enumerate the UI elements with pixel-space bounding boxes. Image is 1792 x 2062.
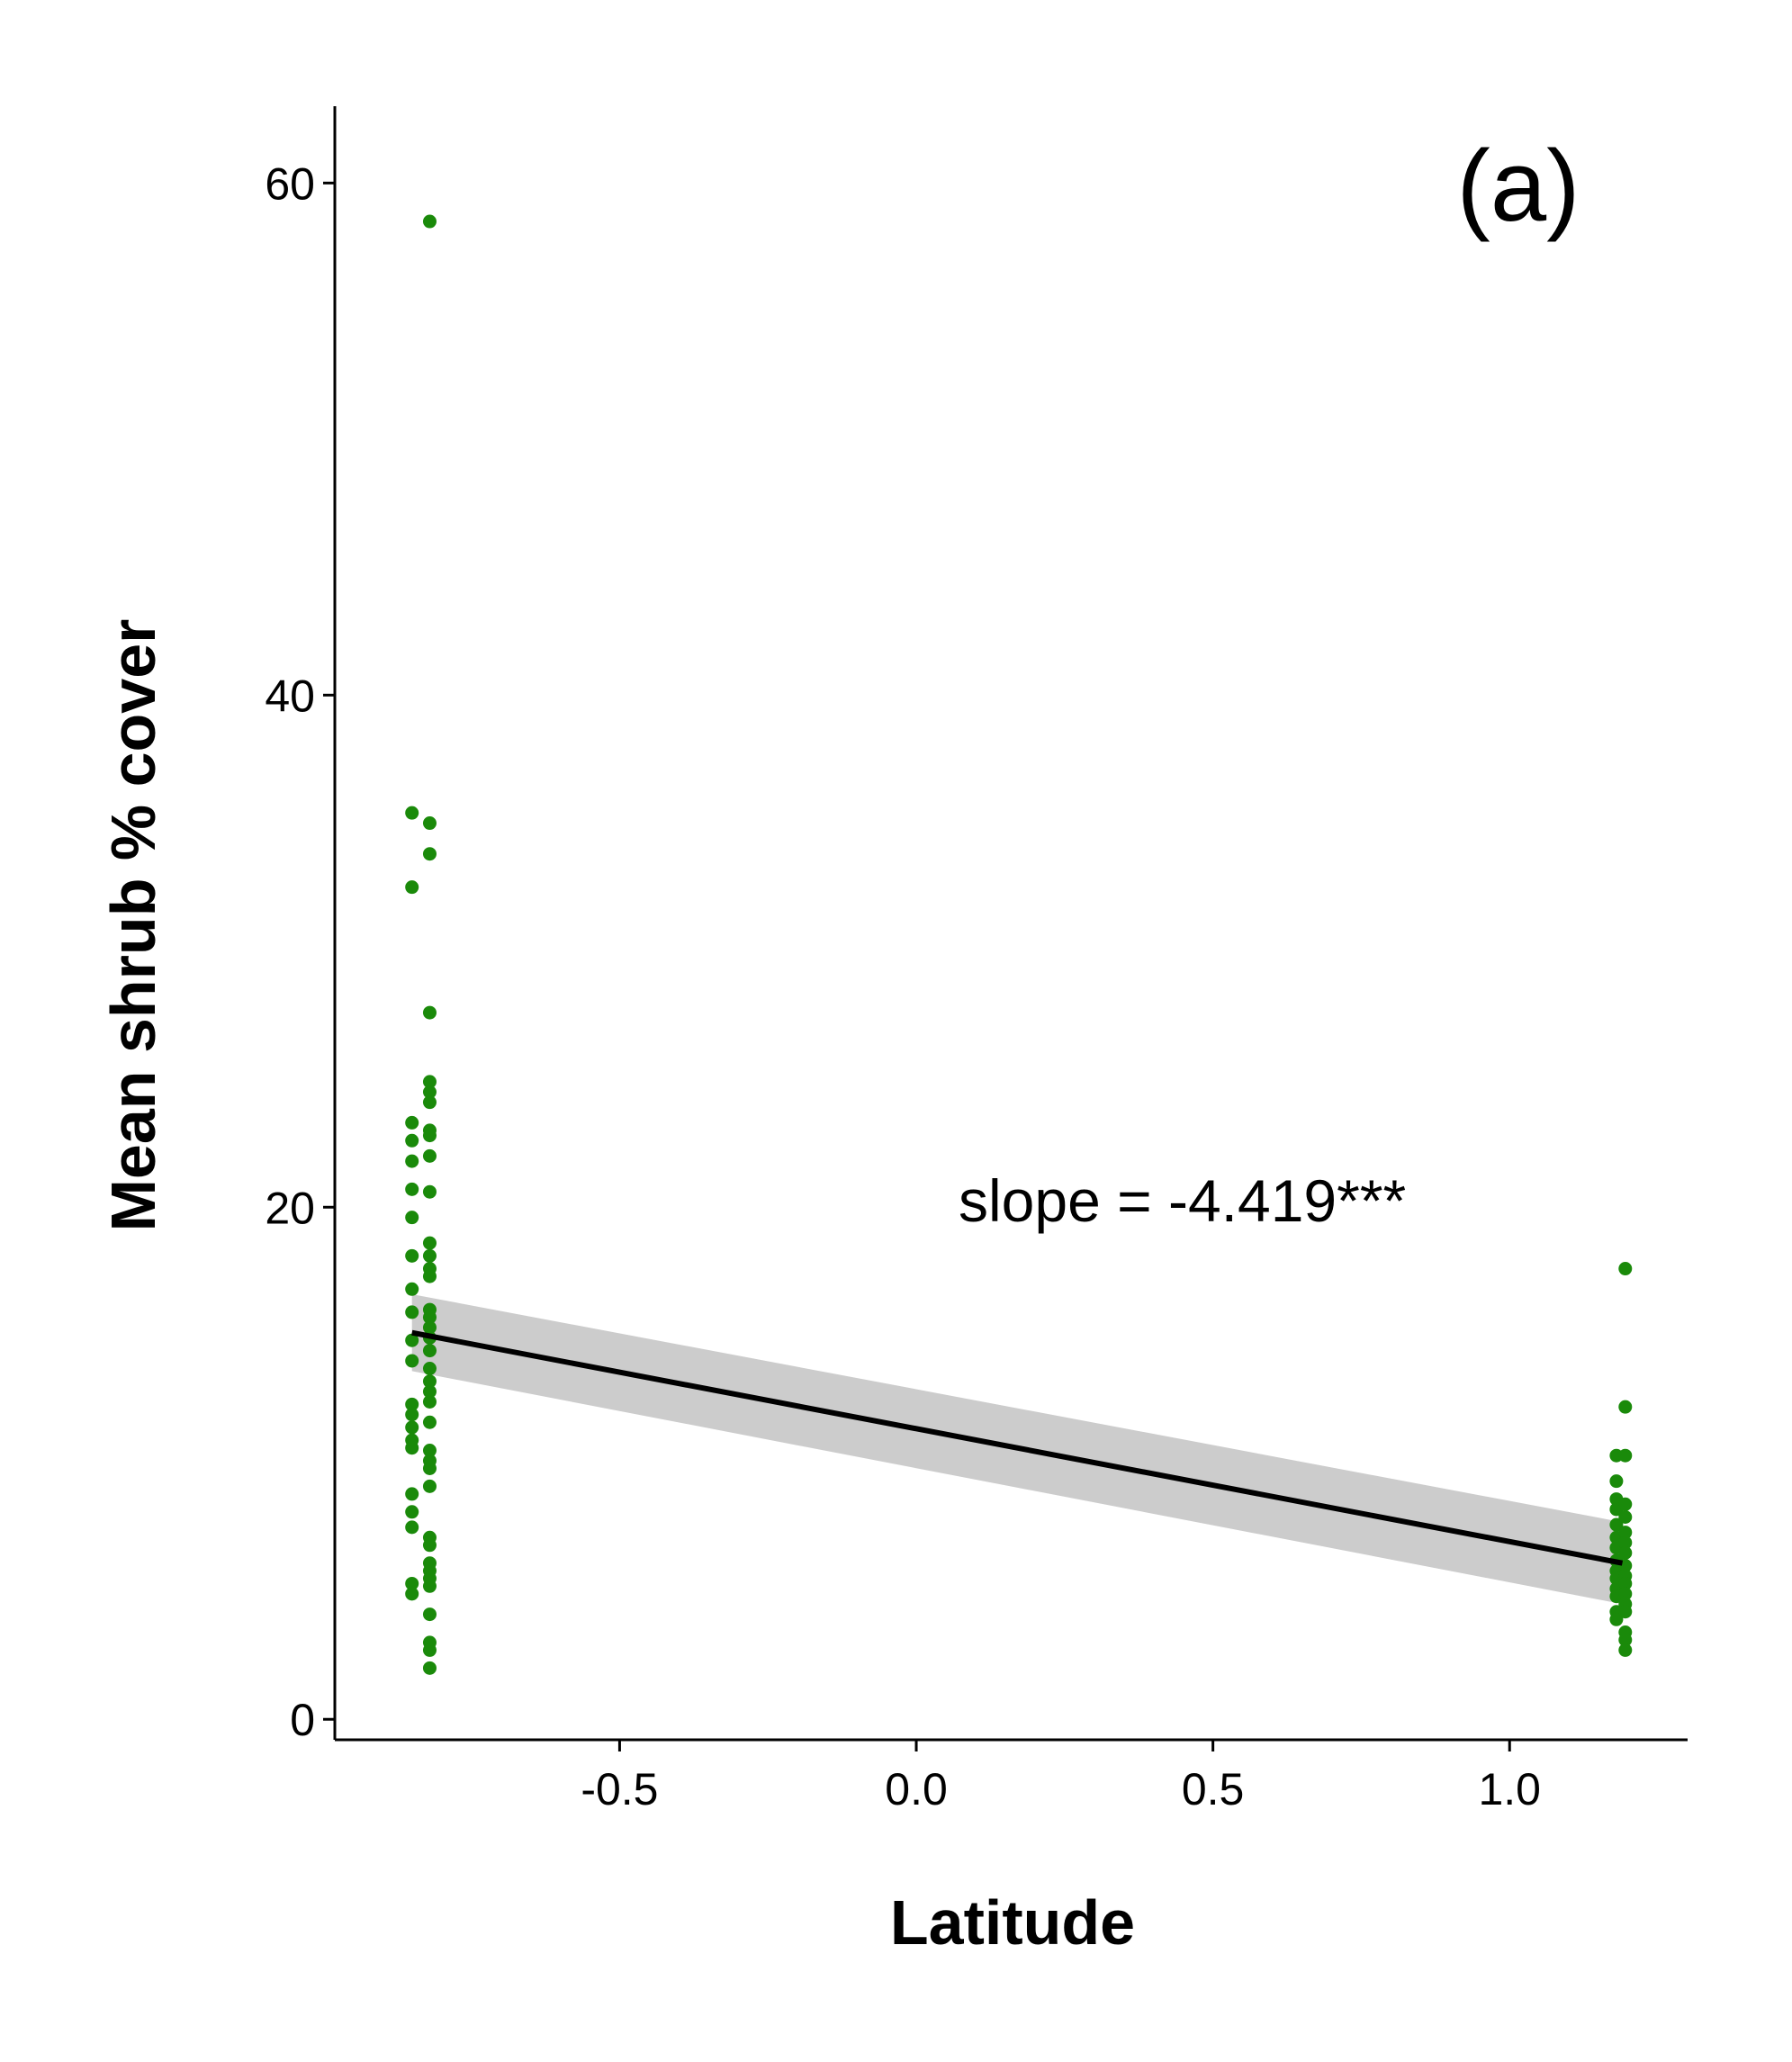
data-point <box>1618 1605 1633 1619</box>
data-point <box>405 1248 419 1263</box>
data-point <box>405 1441 419 1455</box>
data-point <box>422 816 437 831</box>
data-point <box>422 1538 437 1553</box>
data-point <box>422 1310 437 1325</box>
data-point <box>422 1320 437 1335</box>
slope-annotation: slope = -4.419*** <box>959 1167 1406 1234</box>
data-point <box>1609 1474 1624 1489</box>
data-point <box>405 1305 419 1319</box>
data-point <box>1618 1643 1633 1657</box>
data-point <box>1609 1612 1624 1626</box>
x-axis-title: Latitude <box>890 1887 1135 1958</box>
data-point <box>422 1085 437 1099</box>
data-point <box>422 1415 437 1429</box>
data-point <box>422 1579 437 1593</box>
data-point <box>1618 1526 1633 1540</box>
data-point <box>422 1362 437 1375</box>
y-axis-title: Mean shrub % cover <box>98 619 168 1232</box>
data-point <box>422 1184 437 1199</box>
data-point <box>422 1269 437 1283</box>
axes-layer <box>333 106 1688 1742</box>
data-point <box>1618 1262 1633 1276</box>
data-point <box>405 1154 419 1168</box>
data-point <box>405 1487 419 1501</box>
data-point <box>405 1587 419 1601</box>
data-point <box>1618 1535 1633 1550</box>
fit-line-layer <box>411 1329 1624 1566</box>
data-point <box>422 1148 437 1163</box>
data-point <box>422 214 437 229</box>
data-point <box>405 806 419 820</box>
data-point <box>405 1520 419 1535</box>
data-point <box>1609 1517 1624 1532</box>
data-point <box>405 1115 419 1130</box>
data-point <box>1618 1576 1633 1590</box>
data-point <box>405 880 419 895</box>
data-point <box>422 1236 437 1250</box>
data-point <box>405 1282 419 1296</box>
x-tick-label: 0.5 <box>1182 1764 1245 1814</box>
data-point <box>405 1133 419 1148</box>
data-point <box>405 1333 419 1347</box>
data-point <box>405 1397 419 1411</box>
x-tick-label: 0.0 <box>885 1764 948 1814</box>
data-point <box>422 1461 437 1475</box>
data-point <box>422 1129 437 1143</box>
data-point <box>405 1408 419 1422</box>
data-point <box>422 1344 437 1358</box>
points-layer <box>405 214 1633 1675</box>
y-tick-label: 20 <box>265 1183 315 1233</box>
data-point <box>422 1607 437 1622</box>
x-tick-label: 1.0 <box>1478 1764 1541 1814</box>
data-point <box>422 847 437 861</box>
panel-label: (a) <box>1457 130 1580 242</box>
data-point <box>1618 1545 1633 1560</box>
y-tick-label: 60 <box>265 158 315 209</box>
data-point <box>405 1576 419 1590</box>
data-point <box>405 1420 419 1435</box>
data-point <box>1618 1400 1633 1414</box>
ticks-layer: -0.5 0.0 0.5 1.0 0 20 40 60 <box>265 158 1541 1814</box>
data-point <box>405 1354 419 1368</box>
data-point <box>405 1211 419 1225</box>
y-tick-label: 0 <box>290 1695 315 1745</box>
data-point <box>1618 1587 1633 1601</box>
data-point <box>405 1505 419 1519</box>
y-tick-label: 40 <box>265 671 315 721</box>
data-point <box>422 1479 437 1493</box>
data-point <box>422 1005 437 1020</box>
data-point <box>422 1444 437 1458</box>
data-point <box>1618 1510 1633 1524</box>
data-point <box>422 1075 437 1089</box>
data-point <box>1618 1633 1633 1647</box>
data-point <box>405 1182 419 1196</box>
data-point <box>422 1248 437 1263</box>
data-point <box>422 1095 437 1110</box>
x-tick-label: -0.5 <box>581 1764 658 1814</box>
data-point <box>1618 1497 1633 1511</box>
data-point <box>422 1384 437 1399</box>
data-point <box>422 1374 437 1389</box>
data-point <box>1618 1448 1633 1463</box>
data-point <box>422 1643 437 1657</box>
data-point <box>422 1661 437 1675</box>
data-point <box>422 1394 437 1409</box>
regression-line <box>411 1329 1624 1566</box>
